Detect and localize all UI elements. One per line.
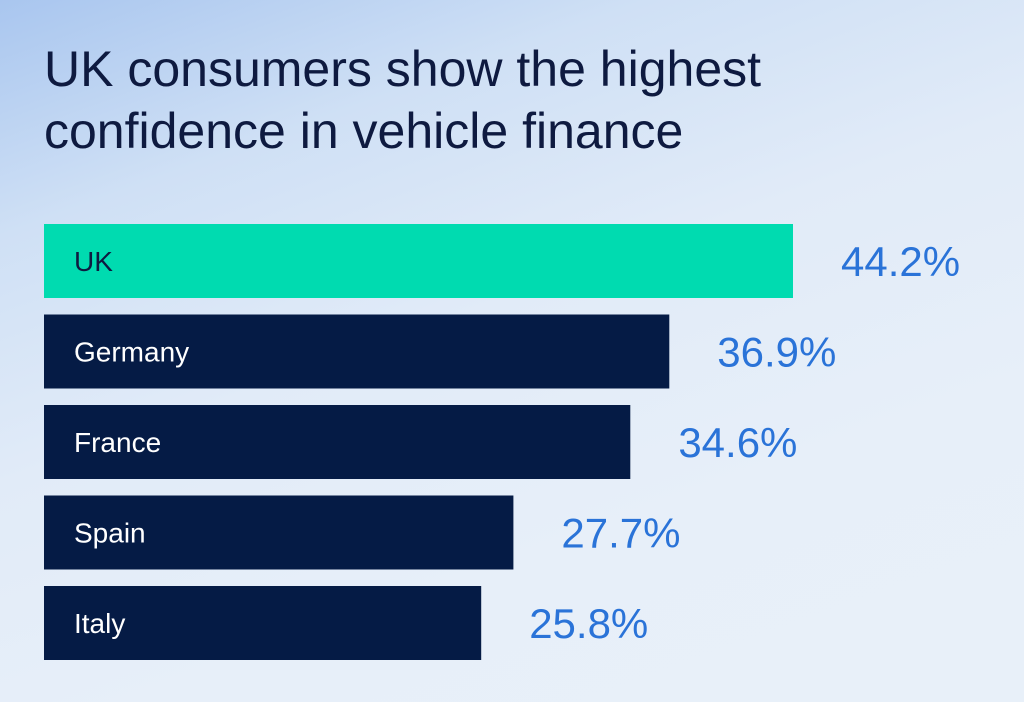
bar-label-spain: Spain [74,518,146,549]
bar-italy [44,586,482,660]
bar-uk [44,224,793,298]
value-label-spain: 27.7% [561,510,680,557]
value-label-uk: 44.2% [841,238,960,285]
bar-label-italy: Italy [74,608,125,639]
bar-label-uk: UK [74,246,113,277]
bar-germany [44,314,670,389]
value-label-france: 34.6% [678,419,797,466]
chart-title-line-2: confidence in vehicle finance [44,103,684,159]
bar-spain [44,495,514,570]
bar-label-france: France [74,427,161,458]
value-label-italy: 25.8% [529,600,648,647]
value-label-germany: 36.9% [717,329,836,376]
bar-label-germany: Germany [74,337,189,368]
chart-title-line-1: UK consumers show the highest [44,41,762,97]
chart-title: UK consumers show the highest confidence… [44,38,944,162]
bar-france [44,405,631,479]
